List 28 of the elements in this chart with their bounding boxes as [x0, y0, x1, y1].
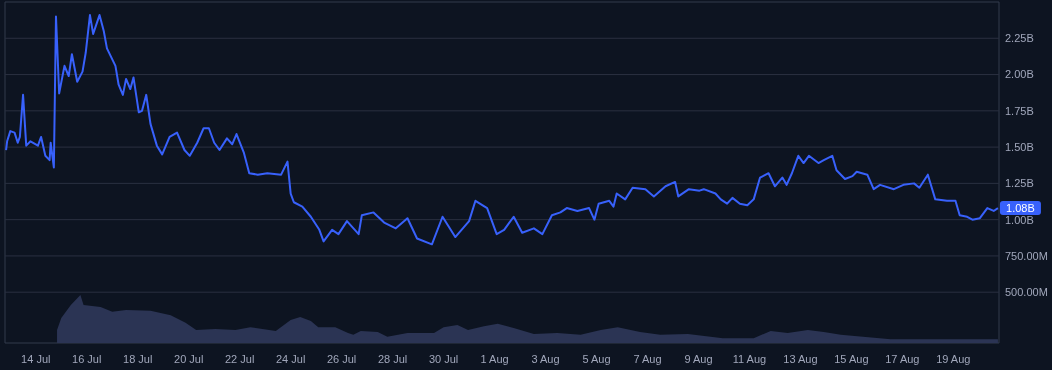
x-tick-label: 20 Jul: [174, 352, 204, 365]
x-tick-label: 24 Jul: [275, 352, 306, 365]
y-tick-label: 1.50B: [1005, 140, 1034, 153]
x-tick-label: 14 Jul: [21, 352, 51, 365]
x-tick-label: 19 Aug: [936, 352, 971, 365]
x-tick-label: 18 Jul: [123, 352, 153, 365]
x-tick-label: 30 Jul: [428, 352, 459, 365]
x-tick-label: 9 Aug: [684, 352, 713, 365]
x-tick-label: 17 Aug: [885, 352, 920, 365]
y-tick-label: 2.25B: [1005, 32, 1034, 45]
y-tick-label: 1.75B: [1005, 104, 1034, 117]
x-tick-label: 5 Aug: [582, 352, 611, 365]
x-tick-label: 11 Aug: [732, 352, 767, 365]
x-tick-label: 3 Aug: [531, 352, 560, 365]
y-tick-label: 2.00B: [1005, 68, 1034, 81]
x-tick-label: 7 Aug: [633, 352, 662, 365]
x-tick-label: 16 Jul: [72, 352, 102, 365]
x-tick-label: 26 Jul: [326, 352, 357, 365]
annotation: 1.08B: [1006, 201, 1035, 214]
y-tick-label: 500.00M: [1005, 286, 1048, 299]
x-tick-label: 15 Aug: [834, 352, 869, 365]
x-tick-label: 13 Aug: [783, 352, 818, 365]
y-tick-label: 750.00M: [1005, 249, 1048, 262]
y-tick-label: 1.00B: [1005, 213, 1034, 226]
x-tick-label: 1 Aug: [480, 352, 509, 365]
y-tick-label: 1.25B: [1005, 177, 1034, 190]
x-tick-label: 28 Jul: [377, 352, 408, 365]
x-tick-label: 22 Jul: [225, 352, 255, 365]
